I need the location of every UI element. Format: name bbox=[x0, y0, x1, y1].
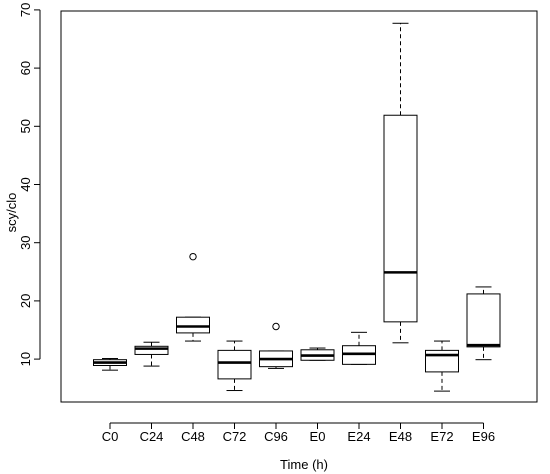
y-tick-label: 50 bbox=[18, 119, 33, 133]
x-tick-label: E0 bbox=[310, 429, 326, 444]
box-iqr bbox=[383, 114, 418, 323]
box-iqr bbox=[466, 293, 501, 348]
x-tick-label: C0 bbox=[102, 429, 119, 444]
outlier-point bbox=[189, 252, 197, 261]
outlier-point bbox=[272, 322, 280, 331]
x-tick-label: E24 bbox=[347, 429, 370, 444]
y-tick-label: 30 bbox=[18, 235, 33, 249]
box-E24 bbox=[342, 331, 376, 365]
box-C24 bbox=[134, 341, 169, 367]
box-iqr bbox=[134, 345, 169, 355]
y-tick-label: 70 bbox=[18, 3, 33, 17]
box-E72 bbox=[425, 340, 459, 392]
y-tick-label: 60 bbox=[18, 61, 33, 75]
x-tick-label: E72 bbox=[430, 429, 453, 444]
box-E0 bbox=[300, 347, 335, 361]
plot-frame bbox=[60, 10, 538, 403]
x-tick-label: C72 bbox=[223, 429, 247, 444]
x-tick-label: C96 bbox=[264, 429, 288, 444]
y-tick-label: 20 bbox=[18, 294, 33, 308]
x-tick-label: C48 bbox=[181, 429, 205, 444]
x-tick-label: C24 bbox=[140, 429, 164, 444]
box-C72 bbox=[217, 340, 252, 392]
y-tick-label: 10 bbox=[18, 352, 33, 366]
box-E48 bbox=[383, 22, 418, 344]
y-axis-title: scy/clo bbox=[4, 193, 19, 233]
box-iqr bbox=[217, 349, 252, 380]
plot-layer bbox=[93, 22, 501, 392]
box-C48 bbox=[176, 252, 210, 342]
box-iqr bbox=[425, 349, 459, 373]
box-E96 bbox=[466, 286, 501, 361]
x-tick-label: E48 bbox=[389, 429, 412, 444]
x-axis-title: Time (h) bbox=[280, 457, 328, 472]
axis-layer: 10 20 30 40 50 60 70 C0 C24 C48 C72 C96 E0 E24 E48 E72 E… bbox=[18, 3, 538, 444]
box-C96 bbox=[259, 322, 293, 369]
y-tick-label: 40 bbox=[18, 177, 33, 191]
box-C0 bbox=[93, 358, 127, 371]
box-iqr bbox=[176, 316, 210, 334]
x-tick-label: E96 bbox=[472, 429, 495, 444]
